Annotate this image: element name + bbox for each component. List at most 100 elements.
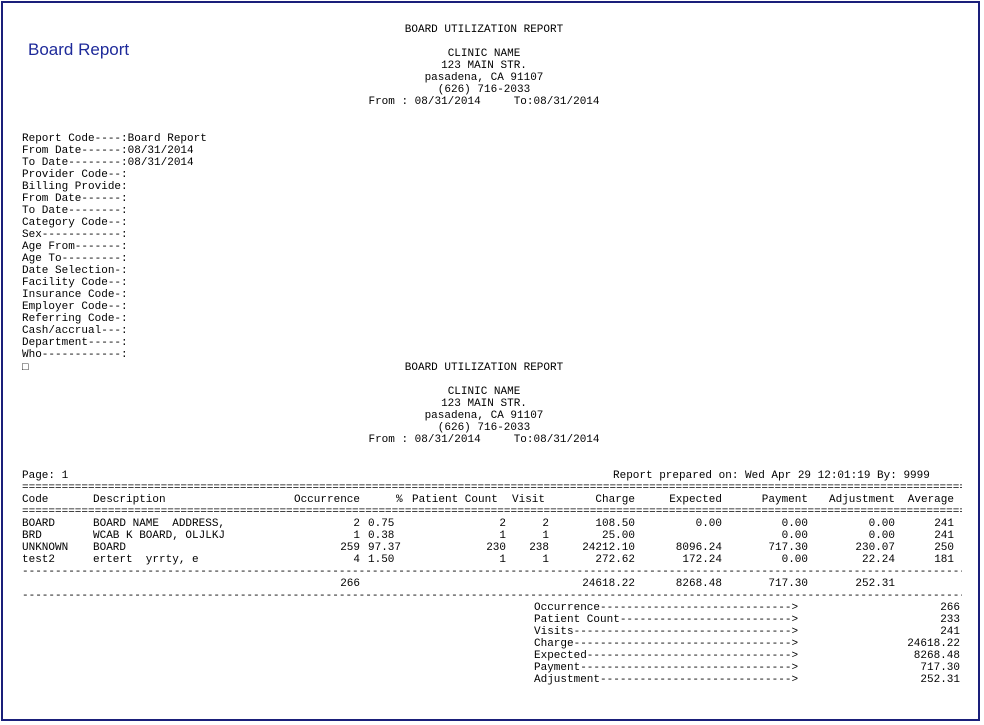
- clinic-address: 123 MAIN STR.: [441, 398, 527, 410]
- clinic-name: CLINIC NAME: [447, 386, 521, 398]
- clinic-city: pasadena, CA 91107: [424, 410, 544, 422]
- criteria-line: Who------------:: [22, 349, 128, 361]
- cell-average: 241: [934, 518, 954, 530]
- cell-charge: 108.50: [595, 518, 635, 530]
- criteria-line: Report Code----:Board Report: [22, 133, 207, 145]
- clinic-address: 123 MAIN STR.: [441, 60, 527, 72]
- cell-pct: 0.38: [368, 530, 395, 542]
- single-rule: ----------------------------------------…: [22, 566, 962, 578]
- table-row: BOARD BOARD NAME ADDRESS, 2 0.75 2 2 108.50 0.0…: [22, 518, 962, 530]
- cell-description: WCAB K BOARD, OLJLKJ: [93, 530, 226, 542]
- cell-code: test2: [22, 554, 56, 566]
- report-title: BOARD UTILIZATION REPORT: [404, 24, 564, 36]
- cell-code: BOARD: [22, 518, 56, 530]
- criteria-line: Age To---------:: [22, 253, 128, 265]
- table-row: BRD WCAB K BOARD, OLJLKJ 1 0.38 1 1 25.00 0.00 0…: [22, 530, 962, 542]
- criteria-line: Facility Code--:: [22, 277, 128, 289]
- report-title: BOARD UTILIZATION REPORT: [404, 362, 564, 374]
- criteria-line: Provider Code--:: [22, 169, 128, 181]
- col-occurrence: Occurrence: [293, 494, 360, 506]
- summary-label: Visits--------------------------------->: [534, 626, 799, 638]
- cell-visit: 1: [542, 530, 549, 542]
- date-range: From : 08/31/2014 To:08/31/2014: [368, 96, 600, 108]
- page-label: Page: 1: [22, 470, 69, 482]
- col-adjustment: Adjustment: [828, 494, 895, 506]
- cell-description: ertert yrrty, e: [93, 554, 199, 566]
- clinic-phone: (626) 716-2033: [437, 84, 531, 96]
- clinic-city: pasadena, CA 91107: [424, 72, 544, 84]
- criteria-line: Age From-------:: [22, 241, 128, 253]
- summary-label: Occurrence----------------------------->: [534, 602, 799, 614]
- criteria-line: From Date------:08/31/2014: [22, 145, 194, 157]
- criteria-line: Insurance Code-:: [22, 289, 128, 301]
- summary-label: Charge--------------------------------->: [534, 638, 799, 650]
- cell-payment: 0.00: [781, 518, 808, 530]
- table-row: test2 ertert yrrty, e 4 1.50 1 1 272.62 172.24 0…: [22, 554, 962, 566]
- summary-label: Patient Count-------------------------->: [534, 614, 799, 626]
- double-rule: ========================================…: [22, 506, 962, 518]
- summary-value: 717.30: [920, 662, 960, 674]
- criteria-line: Sex------------:: [22, 229, 128, 241]
- single-rule: ----------------------------------------…: [22, 590, 962, 602]
- cell-payment: 0.00: [781, 554, 808, 566]
- col-average: Average: [907, 494, 954, 506]
- date-range: From : 08/31/2014 To:08/31/2014: [368, 434, 600, 446]
- cell-occurrence: 259: [340, 542, 360, 554]
- col-charge: Charge: [595, 494, 635, 506]
- table-row: UNKNOWN BOARD 259 97.37 230 238 24212.10 8096.2…: [22, 542, 962, 554]
- report-header-2: BOARD UTILIZATION REPORT CLINIC NAME 123…: [270, 362, 698, 446]
- summary-value: 233: [940, 614, 960, 626]
- criteria-line: Employer Code--:: [22, 301, 128, 313]
- summary-label: Payment-------------------------------->: [534, 662, 799, 674]
- clinic-name: CLINIC NAME: [447, 48, 521, 60]
- summary-value: 24618.22: [907, 638, 960, 650]
- cell-average: 181: [934, 554, 954, 566]
- col-expected: Expected: [669, 494, 722, 506]
- cell-payment: 717.30: [768, 542, 808, 554]
- prepared-on: Report prepared on: Wed Apr 29 12:01:19 …: [613, 470, 930, 482]
- report-header-1: BOARD UTILIZATION REPORT CLINIC NAME 123…: [270, 24, 698, 108]
- cell-occurrence: 1: [353, 530, 360, 542]
- cell-code: UNKNOWN: [22, 542, 69, 554]
- cell-adjustment: 230.07: [855, 542, 895, 554]
- summary-label: Adjustment----------------------------->: [534, 674, 799, 686]
- total-adjustment: 252.31: [855, 578, 895, 590]
- criteria-line: To Date--------:: [22, 205, 128, 217]
- cell-charge: 272.62: [595, 554, 635, 566]
- cell-code: BRD: [22, 530, 42, 542]
- total-occurrence: 266: [340, 578, 360, 590]
- page-break-glyph: □: [22, 362, 29, 374]
- criteria-line: To Date--------:08/31/2014: [22, 157, 194, 169]
- col-visit: Visit: [512, 494, 546, 506]
- app-title: Board Report: [28, 40, 130, 59]
- criteria-line: Category Code--:: [22, 217, 128, 229]
- summary-value: 266: [940, 602, 960, 614]
- col-pct: %: [396, 494, 403, 506]
- total-expected: 8268.48: [675, 578, 722, 590]
- cell-description: BOARD NAME ADDRESS,: [93, 518, 226, 530]
- summary-label: Expected------------------------------->: [534, 650, 799, 662]
- criteria-line: Date Selection-:: [22, 265, 128, 277]
- clinic-phone: (626) 716-2033: [437, 422, 531, 434]
- col-payment: Payment: [761, 494, 808, 506]
- summary-value: 241: [940, 626, 960, 638]
- cell-occurrence: 2: [353, 518, 360, 530]
- col-code: Code: [22, 494, 49, 506]
- cell-patient-count: 230: [486, 542, 506, 554]
- criteria-line: Billing Provide:: [22, 181, 128, 193]
- col-description: Description: [93, 494, 166, 506]
- cell-pct: 97.37: [368, 542, 402, 554]
- totals-row: 266 24618.22 8268.48 717.30 252.31: [22, 578, 962, 590]
- cell-patient-count: 1: [499, 530, 506, 542]
- cell-adjustment: 0.00: [868, 518, 895, 530]
- criteria-line: Cash/accrual---:: [22, 325, 128, 337]
- criteria-line: Department-----:: [22, 337, 128, 349]
- cell-expected: 8096.24: [675, 542, 722, 554]
- cell-patient-count: 1: [499, 554, 506, 566]
- cell-patient-count: 2: [499, 518, 506, 530]
- summary-value: 252.31: [920, 674, 960, 686]
- cell-pct: 0.75: [368, 518, 395, 530]
- cell-charge: 24212.10: [582, 542, 635, 554]
- cell-average: 250: [934, 542, 954, 554]
